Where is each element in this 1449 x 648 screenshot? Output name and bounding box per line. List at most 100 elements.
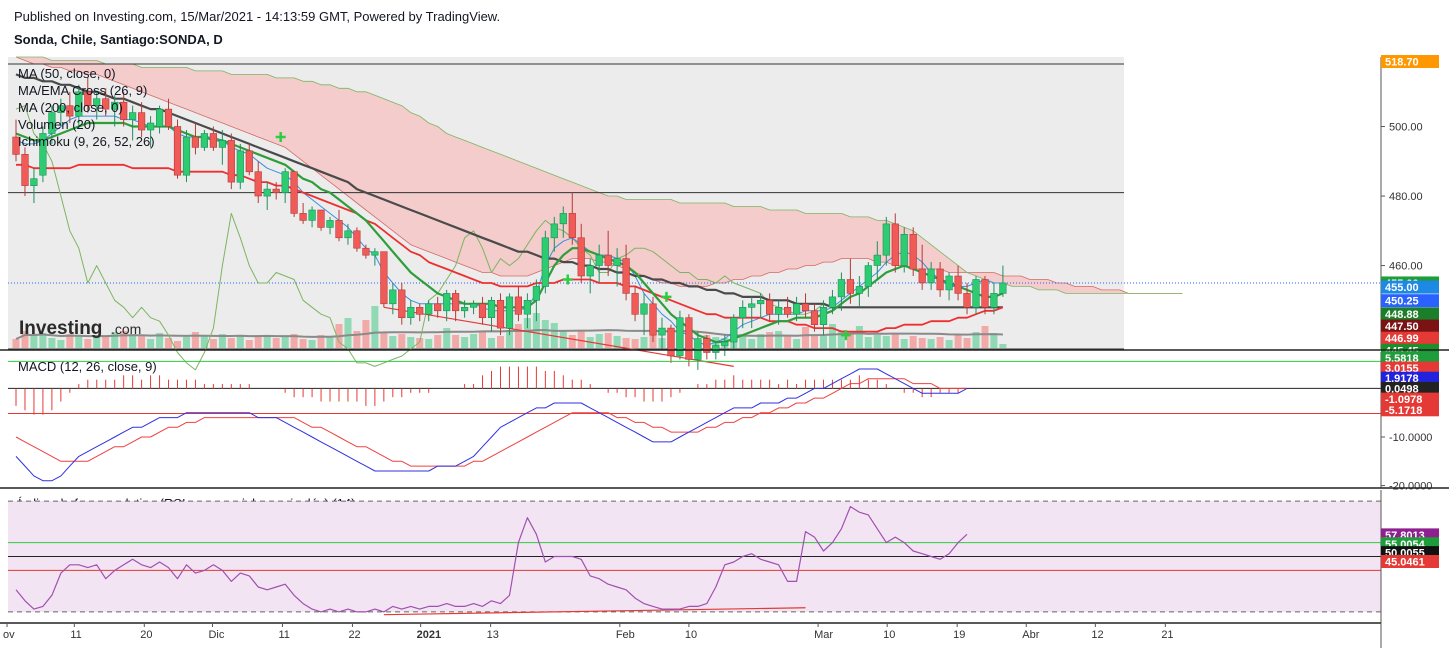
logo-text: Investing: [19, 318, 102, 339]
ema-cross-marker: [840, 330, 851, 341]
volume-bar: [936, 337, 944, 348]
macd-tag: -1.0978: [1385, 394, 1422, 406]
price-pane[interactable]: MA (50, close, 0) MA/EMA Cross (26, 9) MA …: [0, 55, 1449, 393]
volume-bar: [882, 336, 890, 348]
macd-pane[interactable]: MACD (12, 26, close, 9)-10.0000-20.00005…: [0, 351, 1449, 493]
candle-body: [407, 306, 415, 318]
price-tag-bg: [1381, 319, 1439, 333]
macd-line: [15, 368, 968, 482]
candle-body: [783, 306, 792, 315]
logo-suffix: .com: [111, 321, 141, 337]
volume-bar: [909, 336, 917, 348]
volume-bar: [290, 334, 298, 348]
rsi-pane[interactable]: Índice de fuerza relativa (RSI por sus s…: [0, 490, 1439, 624]
candle-body: [389, 289, 397, 305]
price-tag-bg: [1381, 294, 1439, 308]
volume-bar: [622, 338, 630, 348]
candle-body: [613, 258, 621, 266]
macd-signal-line: [15, 378, 967, 467]
volume-bar: [846, 332, 854, 348]
volume-bar: [954, 334, 962, 348]
volume-bar: [523, 318, 531, 348]
volume-bar: [963, 338, 971, 348]
volume-bar: [272, 338, 280, 348]
volume-bar: [398, 334, 406, 348]
candle-body: [954, 275, 962, 294]
macd-legend: MACD (12, 26, close, 9): [18, 359, 157, 374]
volume-bar: [227, 338, 235, 348]
candle-body: [326, 220, 334, 228]
candle-body: [721, 341, 729, 346]
candle-body: [147, 122, 155, 131]
volume-bar: [479, 332, 486, 348]
candle-body: [801, 303, 810, 312]
candle-body: [443, 293, 451, 312]
volume-bar: [236, 336, 244, 348]
candle-body: [900, 234, 908, 266]
volume-bar: [802, 327, 809, 348]
macd-tag: -5.1718: [1385, 405, 1422, 417]
time-axis-label: 12: [1091, 629, 1103, 641]
candle-body: [290, 171, 298, 214]
candle-body: [891, 223, 899, 266]
candle-body: [774, 306, 783, 315]
candle-body: [730, 317, 738, 343]
price-legend-entry: Volumen (20): [18, 117, 95, 132]
ichimoku-chikou-line: [15, 105, 824, 371]
candle-body: [819, 306, 828, 325]
volume-bar: [317, 335, 325, 348]
volume-bar: [811, 335, 818, 348]
candle-body: [75, 91, 83, 117]
time-axis-label: 22: [348, 629, 360, 641]
volume-bar: [12, 339, 20, 348]
candle-body: [532, 286, 540, 301]
candle-body: [416, 306, 424, 315]
price-axis-tick-label: 500.00: [1389, 122, 1423, 134]
candle-body: [792, 303, 801, 315]
volume-bar: [775, 331, 783, 348]
volume-bar: [829, 324, 836, 348]
volume-bar: [613, 336, 621, 348]
candle-body: [622, 258, 630, 294]
volume-bar: [120, 331, 128, 348]
candle-body: [254, 171, 262, 197]
volume-bar: [855, 326, 863, 348]
candle-body: [945, 275, 953, 291]
volume-bar: [945, 340, 953, 348]
volume-bar: [595, 334, 603, 348]
candle-body: [173, 126, 182, 176]
time-axis-label: Dic: [208, 629, 224, 641]
candle-body: [757, 299, 765, 305]
volume-bar: [981, 326, 989, 348]
candle-body: [236, 150, 244, 183]
candle-body: [335, 220, 343, 239]
price-tag-bg: [1381, 331, 1439, 345]
volume-bar: [972, 332, 980, 348]
candle-body: [505, 296, 514, 329]
volume-bar: [389, 336, 397, 348]
candle-body: [371, 251, 379, 256]
candle-body: [846, 279, 854, 294]
volume-bar: [183, 337, 190, 348]
time-axis-label: Mar: [814, 629, 833, 641]
time-axis-label: Abr: [1022, 629, 1039, 641]
candle-body: [739, 306, 747, 318]
volume-bar: [766, 332, 774, 348]
candle-body: [649, 303, 657, 336]
price-axis-tick-label: 480.00: [1389, 191, 1423, 203]
candle-body: [434, 303, 442, 312]
ema-cross-marker: [562, 274, 573, 285]
candle-body: [676, 317, 684, 357]
candle-body: [344, 230, 352, 239]
volume-bar: [191, 332, 199, 348]
price-tag: 518.70: [1385, 57, 1419, 69]
candle-body: [164, 108, 173, 127]
macd-tag-bg: [1381, 351, 1439, 365]
candle-body: [765, 299, 774, 315]
candle-body: [577, 237, 585, 277]
candle-body: [21, 154, 29, 186]
price-axis-tick-label: 460.00: [1389, 261, 1423, 273]
candle-body: [317, 209, 325, 228]
volume-bar: [353, 331, 361, 348]
